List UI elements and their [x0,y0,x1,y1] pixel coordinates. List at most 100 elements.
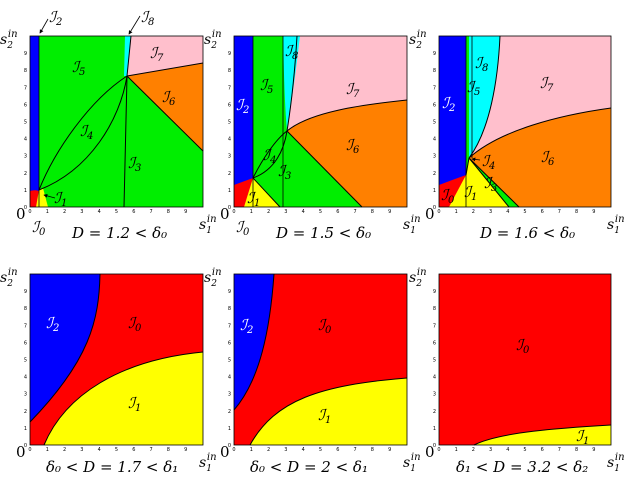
panel-4-region-I1 [44,352,203,445]
x-tick-label: 5 [115,209,118,215]
y-tick-label: 1 [24,426,27,432]
y-tick-label: 3 [228,392,231,398]
panel-3-label-I5: ℐ5 [467,78,480,98]
x-tick-label: 7 [354,447,357,453]
panel-1-label-I8: ℐ8 [141,8,154,28]
y-tick-label: 3 [24,154,27,160]
panel-5-label-I0: ℐ0 [318,316,332,336]
panel-3-label-I2: ℐ2 [442,94,455,114]
panel-2-region-I6 [287,100,407,207]
x-tick-label: 5 [523,209,526,215]
x-tick-label: 8 [575,209,578,215]
y-tick-label: 4 [24,375,27,381]
y-tick-label: 7 [24,323,27,329]
y-tick-label: 3 [228,154,231,160]
y-tick-label: 8 [433,306,436,312]
panel-4-region-I2 [30,274,100,422]
y-tick-label: 9 [433,289,436,295]
y-tick-label: 9 [24,289,27,295]
x-tick-label: 6 [336,209,339,215]
panel-1-caption: D = 1.2 < δ₀ [71,224,167,242]
panel-1-label-I2: ℐ2 [49,8,62,28]
x-tick-label: 1 [250,447,253,453]
x-axis-title: s1in [607,214,625,236]
x-tick-label: 8 [371,447,374,453]
x-axis-title: s1in [403,214,421,236]
x-tick-label: 7 [150,209,153,215]
y-tick-label: 4 [228,375,231,381]
y-tick-label: 8 [228,68,231,74]
panel-2-label-I4: ℐ4 [263,146,276,166]
panel-3: ℐ8 ℐ5 ℐ2 ℐ7 ℐ4 ℐ6 ℐ3 ℐ1 ℐ0 D = 1.6 < δ₀ [438,35,612,242]
x-tick-label: 1 [455,447,458,453]
panel-5-label-I1: ℐ1 [318,406,331,426]
panel-1: ℐ5 ℐ7 ℐ6 ℐ4 ℐ3 ℐ1 ℐ0 ℐ2 ℐ8 D = 1.2 < δ₀ [29,8,204,242]
x-tick-label: 4 [98,209,101,215]
y-tick-label: 1 [24,188,27,194]
x-tick-label: 5 [523,447,526,453]
origin-label: 0 [425,205,435,223]
x-tick-label: 7 [150,447,153,453]
y-tick-label: 7 [433,323,436,329]
x-tick-label: 8 [575,447,578,453]
x-axis-title: s1in [199,214,217,236]
y-tick-label: 7 [24,85,27,91]
panel-1-label-I7: ℐ7 [150,44,164,64]
x-tick-label: 9 [184,209,187,215]
x-tick-label: 2 [267,209,270,215]
y-tick-label: 4 [24,137,27,143]
panel-5-caption: δ₀ < D = 2 < δ₁ [250,458,368,476]
y-tick-label: 5 [24,120,27,126]
panel-4-label-I1: ℐ1 [128,394,141,414]
panel-3-label-I8: ℐ8 [475,54,488,74]
panel-3-label-I1: ℐ1 [464,183,477,203]
panel-2-plot-area [233,35,408,208]
y-tick-label: 6 [228,102,231,108]
panel-3-region-I1 [449,158,509,207]
y-tick-label: 5 [433,358,436,364]
y-tick-label: 1 [228,426,231,432]
y-tick-label: 1 [433,426,436,432]
x-tick-label: 3 [489,209,492,215]
panel-5: ℐ2 ℐ0 ℐ1 δ₀ < D = 2 < δ₁ [233,273,408,476]
x-tick-label: 9 [592,447,595,453]
x-axis-title: s1in [607,452,625,474]
panel-3-label-I6: ℐ6 [541,148,555,168]
y-tick-label: 5 [228,358,231,364]
y-axis-title: s2in [204,29,222,51]
panel-1-label-I1: ℐ1 [54,189,67,209]
x-tick-label: 2 [63,209,66,215]
y-tick-label: 2 [228,171,231,177]
y-tick-label: 0 [24,205,27,211]
y-tick-label: 1 [433,188,436,194]
panel-3-region-I8 [469,36,500,158]
panel-4-label-I2: ℐ2 [46,314,59,334]
x-tick-label: 6 [541,447,544,453]
panel-1-label-I6: ℐ6 [162,88,176,108]
y-tick-label: 5 [433,120,436,126]
panel-1-plot-area [29,35,204,208]
x-tick-label: 1 [455,209,458,215]
y-tick-label: 9 [228,51,231,57]
panel-2-label-I8: ℐ8 [285,42,298,62]
x-tick-label: 0 [232,209,235,215]
panel-3-label-I7: ℐ7 [540,74,554,94]
y-axis-title: s2in [409,267,427,289]
x-tick-label: 4 [506,447,509,453]
y-tick-label: 6 [433,102,436,108]
panel-2-label-I5: ℐ5 [260,76,273,96]
panel-3-plot-area [438,35,612,208]
x-tick-label: 2 [267,447,270,453]
x-tick-label: 6 [132,209,135,215]
panel-4: ℐ2 ℐ0 ℐ1 δ₀ < D = 1.7 < δ₁ [29,273,204,476]
x-tick-label: 4 [302,447,305,453]
origin-label: 0 [16,205,26,223]
x-axis-title: s1in [403,452,421,474]
x-tick-label: 9 [184,447,187,453]
y-tick-label: 0 [433,443,436,449]
x-tick-label: 1 [46,209,49,215]
panel-5-region-I2 [234,274,274,410]
panel-6: ℐ0 ℐ1 δ₁ < D = 3.2 < δ₂ [438,273,612,476]
panel-2: ℐ8 ℐ2 ℐ5 ℐ7 ℐ4 ℐ6 ℐ3 ℐ1 ℐ0 D = 1.5 < δ₀ [233,35,408,242]
